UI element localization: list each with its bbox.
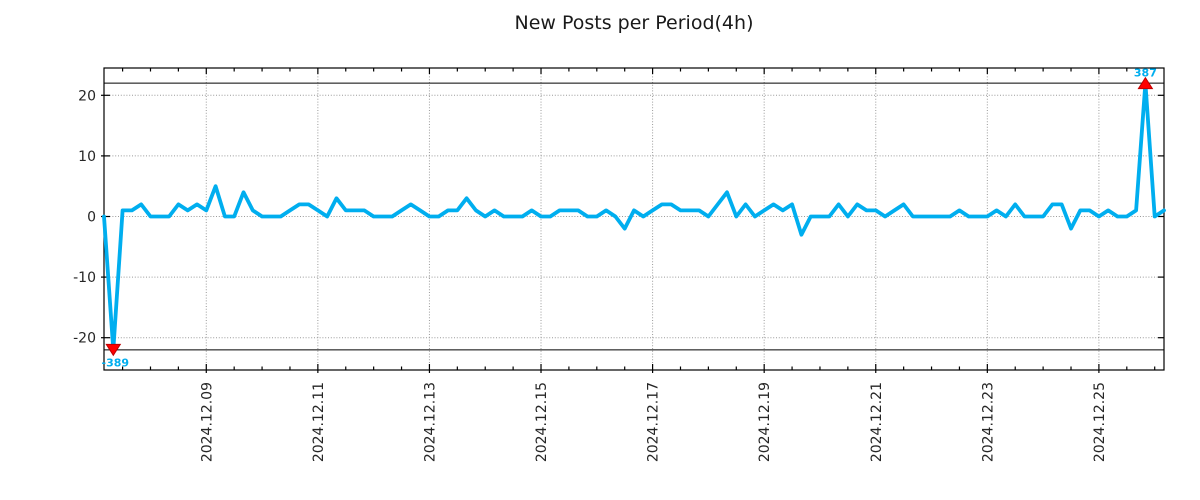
x-tick-label: 2024.12.23 (980, 382, 996, 462)
min-marker-icon (105, 343, 122, 357)
x-tick-label: 2024.12.21 (869, 382, 885, 462)
y-tick-label: -20 (73, 331, 96, 347)
y-tick-label: -10 (73, 270, 96, 286)
x-tick-label: 2024.12.13 (422, 382, 438, 462)
x-tick-label: 2024.12.11 (311, 382, 327, 462)
y-tick-label: 10 (78, 149, 96, 165)
y-tick-label: 0 (87, 210, 96, 226)
x-tick-label: 2024.12.15 (534, 382, 550, 462)
data-line (102, 81, 1166, 352)
x-tick-label: 2024.12.09 (199, 382, 215, 462)
max-annotation: 387 (1134, 67, 1157, 80)
chart-title: New Posts per Period(4h) (514, 12, 754, 34)
plot-border (103, 67, 1165, 371)
min-annotation: -389 (102, 356, 130, 369)
x-tick-label: 2024.12.25 (1092, 382, 1108, 462)
max-marker-icon (1137, 76, 1154, 90)
y-tick-label: 20 (78, 88, 96, 104)
x-tick-label: 2024.12.17 (646, 382, 662, 462)
x-tick-label: 2024.12.19 (757, 382, 773, 462)
